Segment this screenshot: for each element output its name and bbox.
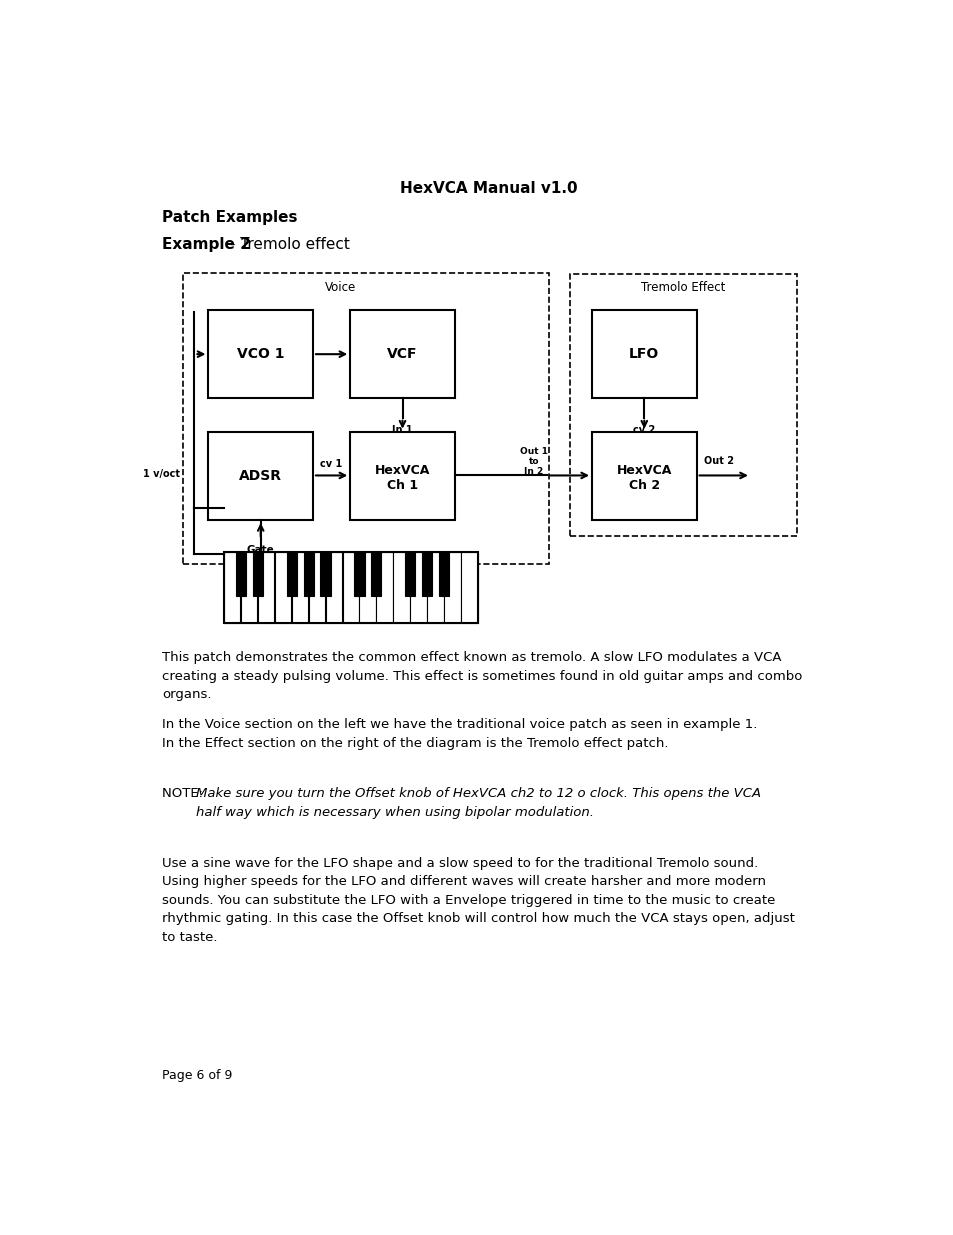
Text: HexVCA: HexVCA [375,464,430,477]
Bar [376,552,393,624]
Bar [325,552,342,624]
Bar [354,552,364,597]
Bar [286,552,296,597]
Bar [342,552,358,624]
Text: Page 6 of 9: Page 6 of 9 [162,1070,232,1082]
Bar [359,552,375,624]
Bar [183,273,548,564]
Text: ADSR: ADSR [239,469,282,483]
Bar [422,552,432,597]
Text: Voice: Voice [324,280,355,294]
Text: - Tremolo effect: - Tremolo effect [224,237,349,252]
Bar [224,552,477,624]
Text: HexVCA Manual v1.0: HexVCA Manual v1.0 [399,182,578,196]
Text: cv 2: cv 2 [633,425,655,435]
Text: Gate: Gate [247,545,274,555]
Bar [460,552,477,624]
Bar [308,552,325,624]
Text: Ch 1: Ch 1 [387,479,417,493]
Text: Out 1
to
In 2: Out 1 to In 2 [519,447,547,477]
Bar [444,552,460,624]
Bar [393,552,410,624]
Text: HexVCA: HexVCA [616,464,671,477]
Bar [427,552,443,624]
Text: Out 2: Out 2 [703,456,733,466]
Bar [320,552,331,597]
Text: 1 v/oct: 1 v/oct [143,469,180,479]
Text: Tremolo Effect: Tremolo Effect [640,280,725,294]
Bar [410,552,426,624]
Bar [240,552,257,624]
Text: Use a sine wave for the LFO shape and a slow speed to for the traditional Tremol: Use a sine wave for the LFO shape and a … [162,857,794,944]
Text: Example 2: Example 2 [162,237,251,252]
Bar [235,552,246,597]
Bar [350,310,455,399]
Bar [405,552,415,597]
Text: VCO 1: VCO 1 [236,347,284,361]
Text: cv 1: cv 1 [320,458,342,468]
Bar [257,552,274,624]
Bar [274,552,291,624]
Bar [224,552,240,624]
Text: NOTE:: NOTE: [162,787,207,800]
Text: VCF: VCF [387,347,417,361]
Text: Patch Examples: Patch Examples [162,210,297,225]
Bar [208,431,313,520]
Bar [208,310,313,399]
Bar [303,552,314,597]
Text: Ch 2: Ch 2 [628,479,659,493]
Bar [438,552,449,597]
Bar [350,431,455,520]
Bar [570,274,796,536]
Text: Make sure you turn the Offset knob of HexVCA ch2 to 12 o clock. This opens the V: Make sure you turn the Offset knob of He… [195,787,760,819]
Text: In the Voice section on the left we have the traditional voice patch as seen in : In the Voice section on the left we have… [162,718,757,750]
Text: This patch demonstrates the common effect known as tremolo. A slow LFO modulates: This patch demonstrates the common effec… [162,651,801,701]
Bar [292,552,308,624]
Text: In 1: In 1 [392,425,413,435]
Bar [253,552,263,597]
Bar [371,552,381,597]
Text: LFO: LFO [629,347,659,361]
Bar [592,310,696,399]
Bar [592,431,696,520]
